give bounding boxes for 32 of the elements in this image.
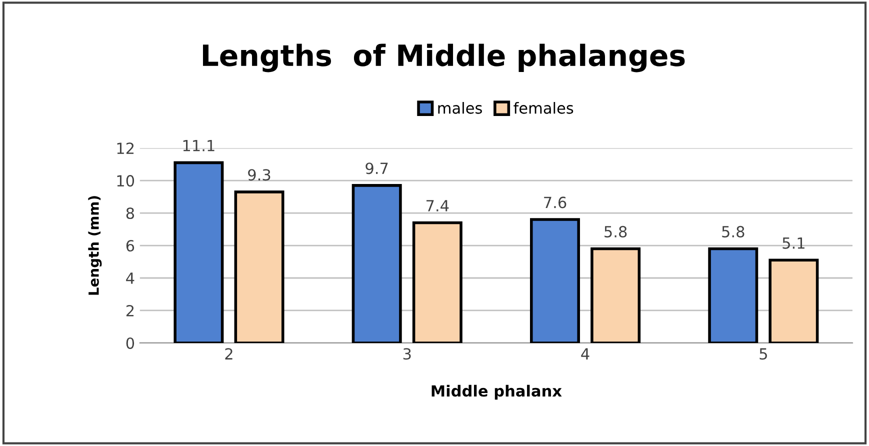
bar	[590, 247, 641, 343]
data-label: 11.1	[183, 140, 214, 152]
x-tick-label: 3	[403, 348, 411, 360]
y-tick-label: 8	[126, 208, 134, 220]
y-tick-label: 12	[117, 142, 134, 154]
x-tick-label: 2	[225, 348, 232, 360]
bar	[530, 218, 580, 343]
bar	[412, 221, 462, 343]
x-tick-label: 4	[581, 348, 590, 360]
legend-label: males	[438, 102, 482, 114]
y-axis-title: Length (mm)	[88, 196, 102, 295]
x-tick-label: 5	[760, 348, 767, 360]
y-tick-label: 2	[126, 304, 134, 316]
y-tick-label: 6	[126, 240, 134, 252]
legend-label: females	[514, 102, 574, 114]
data-label: 9.7	[366, 162, 388, 174]
y-tick-label: 0	[126, 337, 134, 349]
data-label: 9.3	[248, 169, 270, 181]
data-label: 5.1	[782, 237, 804, 249]
bar	[174, 161, 224, 343]
bar	[768, 258, 819, 343]
y-tick-label: 10	[117, 175, 134, 187]
data-label: 5.8	[722, 226, 744, 238]
data-label: 7.4	[426, 200, 449, 212]
chart-title: Lengths of Middle phalanges	[202, 44, 685, 72]
y-tick-label: 4	[126, 272, 134, 284]
data-label: 5.8	[604, 226, 627, 238]
bar	[234, 190, 284, 343]
x-axis-title: Middle phalanx	[432, 384, 562, 400]
data-label: 7.6	[544, 196, 566, 208]
bar	[352, 184, 402, 343]
bar	[708, 247, 758, 343]
